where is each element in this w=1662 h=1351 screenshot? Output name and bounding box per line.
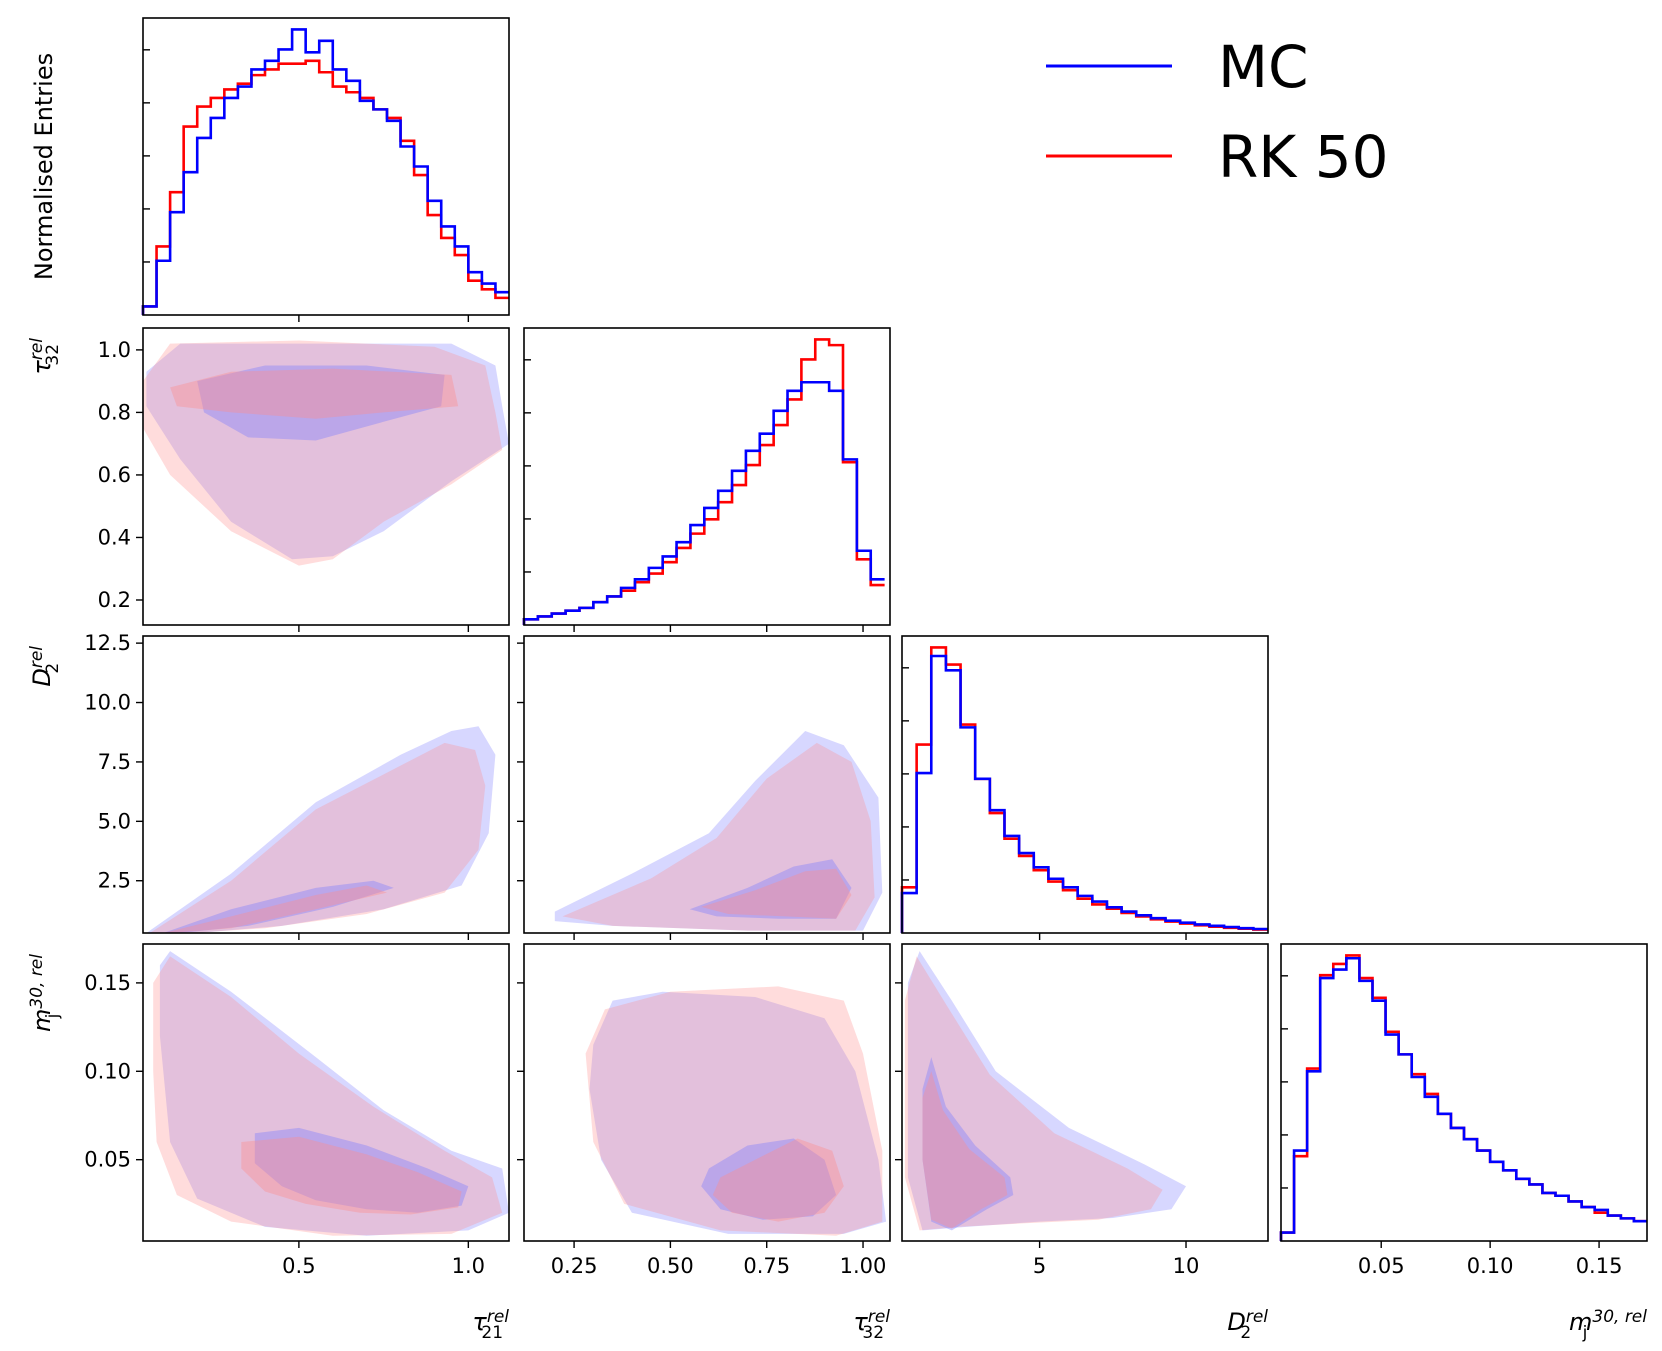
- hist-D2-mc-line: [900, 654, 1268, 933]
- contour-tau21-tau32-rk50-inner: [170, 368, 459, 419]
- contour-panel-tau21-vs-tau32: [143, 340, 509, 566]
- xtick-label-mj30: 0.05: [1358, 1254, 1405, 1278]
- xtick-label-tau21: 0.5: [282, 1254, 315, 1278]
- contour-panel-tau32-vs-D2: [554, 731, 883, 931]
- ytick-label-mj30: 0.05: [84, 1148, 131, 1172]
- contour-tau32-mj30-rk50-outer: [585, 986, 883, 1236]
- contour-tau21-D2-mc-inner: [163, 880, 394, 933]
- hist-tau21-frame: [142, 17, 510, 316]
- contour-panel-tau32-vs-mj30: [585, 986, 887, 1236]
- legend-mc-label: MC: [1218, 33, 1309, 101]
- contour-tau21-tau32-mc-inner: [197, 365, 445, 441]
- hist-mj30-frame: [1280, 943, 1648, 1242]
- contour-panel-D2-vs-mj30: [904, 951, 1186, 1231]
- contour-tau32-D2-mc-inner: [689, 859, 852, 919]
- contour-tau21-mj30-frame: [142, 943, 510, 1242]
- contour-tau32-D2-frame: [523, 635, 891, 934]
- xtick-label-D2: 5: [1033, 1254, 1046, 1278]
- hist-tau32-frame: [523, 327, 891, 626]
- hist-D2-frame: [901, 635, 1269, 934]
- hist-tau32-mc-line: [522, 380, 885, 625]
- contour-tau21-mj30-rk50-outer: [153, 956, 503, 1236]
- xtick-label-tau32: 0.25: [551, 1254, 598, 1278]
- hist-tau21-mc-line: [141, 28, 509, 315]
- ytick-label-D2: 10.0: [84, 691, 131, 715]
- xlabel-tau32: τrel 32: [853, 1307, 890, 1342]
- hist-mj30-rk50-line: [1279, 954, 1647, 1241]
- ytick-label-mj30: 0.15: [84, 971, 131, 995]
- contour-tau21-D2-mc-outer: [146, 726, 496, 933]
- ytick-label-D2: 7.5: [98, 750, 131, 774]
- xtick-label-tau21: 1.0: [452, 1254, 485, 1278]
- contour-tau32-mj30-frame: [523, 943, 891, 1242]
- ylabel-D2: Drel2: [27, 646, 62, 687]
- xtick-label-D2: 10: [1173, 1254, 1200, 1278]
- contour-tau32-D2-rk50-outer: [562, 742, 875, 931]
- ytick-label-tau32: 0.8: [98, 400, 131, 424]
- contour-D2-mj30-rk50-inner: [922, 1071, 1008, 1229]
- contour-D2-mj30-mc-outer: [907, 951, 1186, 1231]
- ytick-label-D2: 5.0: [98, 809, 131, 833]
- contour-tau21-tau32-mc-outer: [146, 343, 509, 560]
- contour-tau21-D2-rk50-inner: [163, 885, 387, 933]
- contour-tau21-tau32-rk50-outer: [143, 340, 503, 566]
- contour-D2-mj30-frame: [901, 943, 1269, 1242]
- contour-panel-tau21-vs-mj30: [153, 951, 509, 1236]
- ytick-label-D2: 2.5: [98, 869, 131, 893]
- legend-rk50-label: RK 50: [1218, 123, 1389, 191]
- contour-tau32-D2-mc-outer: [554, 731, 883, 931]
- ytick-label-mj30: 0.10: [84, 1059, 131, 1083]
- contour-tau32-mj30-mc-outer: [589, 991, 887, 1234]
- xtick-label-tau32: 0.75: [743, 1254, 790, 1278]
- xlabel-mj30: m30, rel j: [1569, 1307, 1647, 1342]
- contour-panel-tau21-vs-D2: [146, 726, 496, 933]
- ytick-label-tau32: 1.0: [98, 338, 131, 362]
- contour-tau21-D2-frame: [142, 635, 510, 934]
- hist-mj30-mc-line: [1279, 956, 1647, 1241]
- hist-ylabel: Normalised Entries: [30, 53, 58, 280]
- contour-tau21-mj30-mc-inner: [254, 1127, 469, 1213]
- ytick-label-tau32: 0.2: [98, 588, 131, 612]
- contour-tau21-tau32-frame: [142, 327, 510, 626]
- contour-tau21-D2-rk50-outer: [149, 742, 486, 933]
- hist-D2-rk50-line: [900, 646, 1268, 933]
- xtick-label-mj30: 0.15: [1576, 1254, 1623, 1278]
- xlabel-tau21: τrel 21: [472, 1307, 509, 1342]
- contour-tau21-mj30-rk50-inner: [241, 1136, 462, 1215]
- xtick-label-tau32: 0.50: [647, 1254, 694, 1278]
- xtick-label-mj30: 0.10: [1467, 1254, 1514, 1278]
- xlabel-D2: Drel 2: [1227, 1307, 1268, 1342]
- contour-tau32-D2-rk50-inner: [701, 868, 852, 919]
- ytick-label-tau32: 0.4: [98, 525, 131, 549]
- contour-tau32-mj30-rk50-inner: [712, 1138, 844, 1222]
- ylabel-mj30: m30, relj: [27, 954, 62, 1032]
- contour-D2-mj30-mc-inner: [922, 1057, 1014, 1231]
- contour-D2-mj30-rk50-outer: [904, 956, 1163, 1231]
- ytick-label-tau32: 0.6: [98, 463, 131, 487]
- hist-tau32-rk50-line: [522, 338, 885, 625]
- contour-tau32-mj30-mc-inner: [701, 1138, 837, 1220]
- contour-tau21-mj30-mc-outer: [159, 951, 509, 1236]
- ytick-label-D2: 12.5: [84, 631, 131, 655]
- hist-tau21-rk50-line: [141, 59, 509, 315]
- ylabel-tau32: τrel32: [27, 338, 62, 375]
- xtick-label-tau32: 1.00: [840, 1254, 887, 1278]
